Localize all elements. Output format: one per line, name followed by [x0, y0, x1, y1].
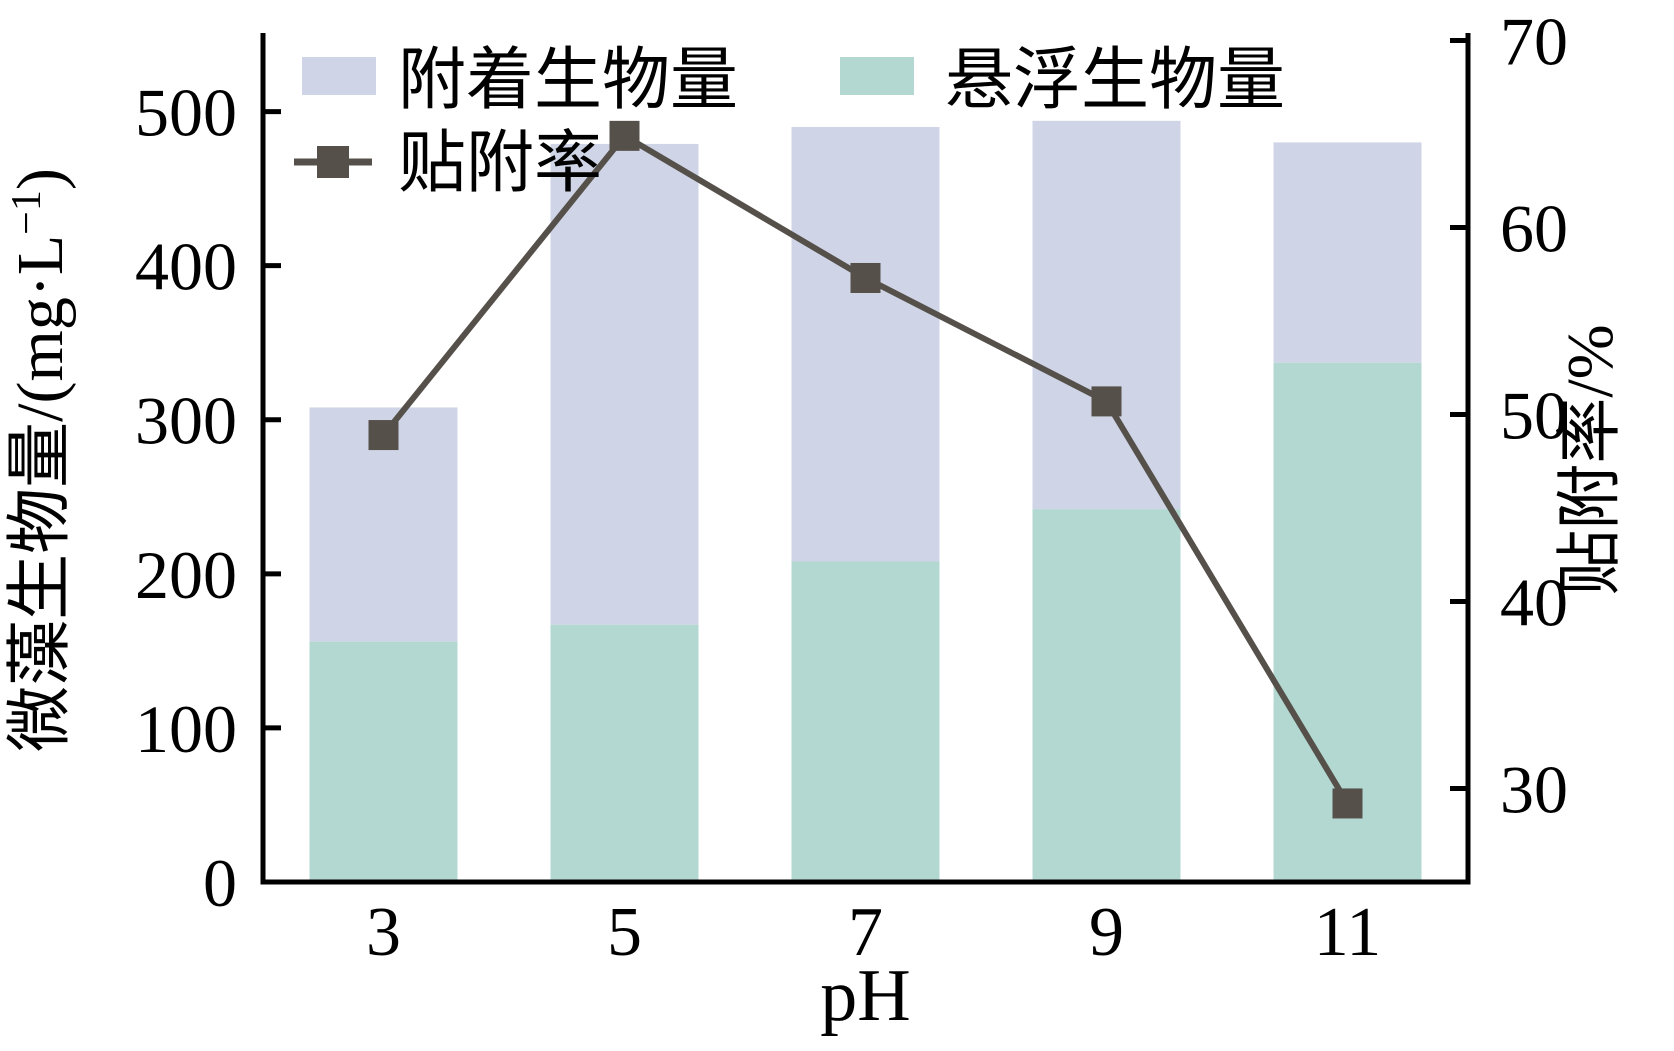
- bar-suspended-ph3: [309, 641, 458, 882]
- legend-label-attached: 附着生物量: [398, 42, 738, 118]
- bar-suspended-ph5: [550, 624, 699, 882]
- left-tick-label-500: 500: [135, 75, 237, 151]
- labels-group: 0 100 200 300 400 500 30 40 50 60 70 3 5 7 9 11 pH 微藻生物量/…: [4, 3, 1627, 1037]
- right-tick-label-50: 50: [1500, 377, 1568, 453]
- attachment-rate-marker-ph7: [850, 262, 881, 293]
- legend-marker-attachment-rate: [317, 146, 349, 178]
- right-tick-label-30: 30: [1500, 751, 1568, 827]
- right-tick-label-60: 60: [1500, 190, 1568, 266]
- left-tick-label-400: 400: [135, 229, 237, 305]
- x-tick-label-ph7: 7: [848, 894, 883, 971]
- legend-swatch-attached: [302, 57, 376, 95]
- bar-attached-ph7: [791, 126, 940, 562]
- x-axis-title: pH: [820, 955, 910, 1037]
- left-tick-label-0: 0: [203, 845, 237, 921]
- attachment-rate-marker-ph9: [1091, 386, 1122, 417]
- attachment-rate-marker-ph5: [609, 120, 640, 151]
- left-tick-label-100: 100: [135, 691, 237, 767]
- legend-label-attachment-rate: 贴附率: [398, 125, 602, 201]
- left-axis-title: 微藻生物量/(mg·L−1): [4, 168, 77, 752]
- x-tick-label-ph5: 5: [607, 894, 642, 971]
- right-tick-label-70: 70: [1500, 3, 1568, 79]
- left-tick-label-300: 300: [135, 383, 237, 459]
- attachment-rate-marker-ph11: [1332, 788, 1363, 819]
- bar-attached-ph11: [1273, 142, 1422, 363]
- left-tick-label-200: 200: [135, 537, 237, 613]
- attachment-rate-marker-ph3: [368, 420, 399, 451]
- x-tick-label-ph11: 11: [1314, 894, 1381, 971]
- bar-suspended-ph7: [791, 561, 940, 882]
- legend-label-suspended: 悬浮生物量: [945, 42, 1285, 118]
- bar-attached-ph9: [1032, 120, 1181, 510]
- bar-suspended-ph9: [1032, 509, 1181, 882]
- right-tick-label-40: 40: [1500, 564, 1568, 640]
- bars-group: [309, 120, 1422, 882]
- legend-swatch-suspended: [840, 57, 914, 95]
- axes-group: [260, 33, 1471, 885]
- bar-attached-ph5: [550, 143, 699, 625]
- x-tick-label-ph3: 3: [366, 894, 401, 971]
- line-group: [368, 120, 1363, 819]
- right-axis-title: 贴附率/%: [1554, 324, 1627, 595]
- x-tick-label-ph9: 9: [1089, 894, 1124, 971]
